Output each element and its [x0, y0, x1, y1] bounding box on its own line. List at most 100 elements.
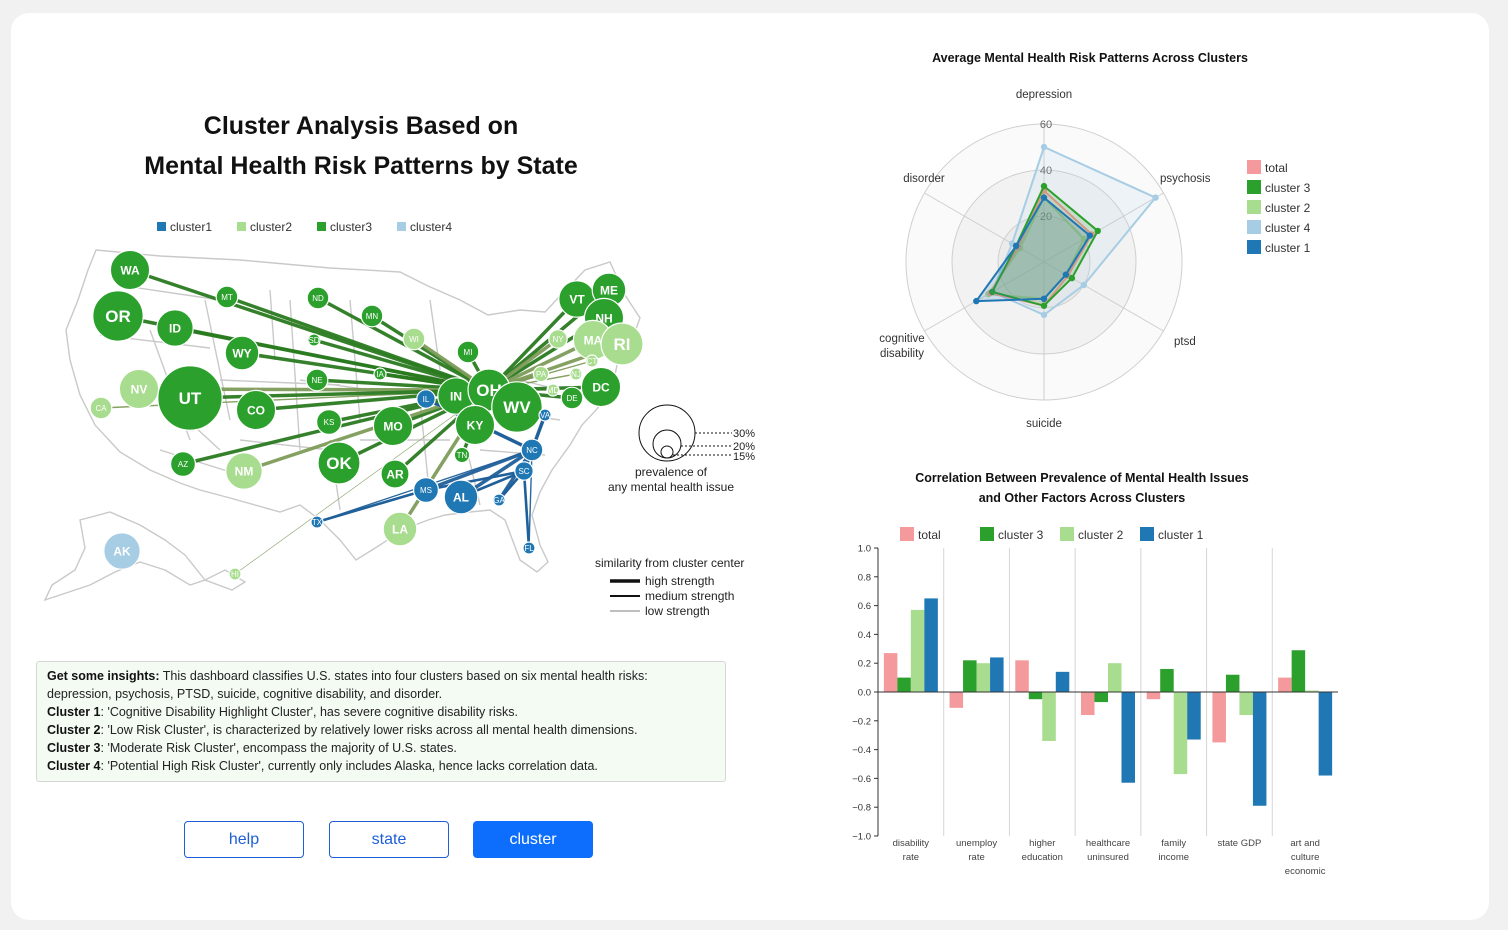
insights-panel: Get some insights: This dashboard classi… — [36, 661, 726, 782]
state-node-de[interactable]: DE — [560, 386, 584, 410]
state-circle — [109, 249, 151, 291]
bar-cluster3-0 — [897, 677, 911, 692]
bar-ytick-1: 0.8 — [858, 572, 871, 583]
state-circle — [215, 285, 239, 309]
state-node-sd[interactable]: SD — [307, 333, 321, 347]
state-node-tn[interactable]: TN — [453, 446, 471, 464]
state-label: SC — [518, 467, 529, 476]
state-node-ks[interactable]: KS — [316, 409, 343, 436]
state-button[interactable]: state — [329, 821, 449, 858]
state-node-in[interactable]: IN — [437, 377, 475, 415]
state-node-la[interactable]: LA — [382, 511, 418, 547]
bar-xlabel-1-0: unemploy — [956, 838, 997, 849]
cluster-button[interactable]: cluster — [473, 821, 593, 858]
state-node-mo[interactable]: MO — [372, 405, 414, 447]
state-circle — [548, 329, 568, 349]
state-node-wa[interactable]: WA — [109, 249, 151, 291]
state-node-id[interactable]: ID — [156, 309, 194, 347]
state-node-ct[interactable]: CT — [585, 354, 599, 368]
state-node-ne[interactable]: NE — [305, 368, 329, 392]
state-circle — [454, 404, 496, 446]
radar-legend-label-0: total — [1265, 161, 1288, 175]
bar-total-4 — [1146, 692, 1161, 700]
state-node-ak[interactable]: AK — [103, 532, 141, 570]
state-circle — [546, 383, 560, 397]
state-node-ia[interactable]: IA — [373, 367, 387, 381]
bar-ytick-0: 1.0 — [858, 544, 871, 555]
bar-marks — [883, 598, 1333, 806]
state-node-mi[interactable]: MI — [456, 340, 480, 364]
state-node-nv[interactable]: NV — [118, 368, 160, 410]
state-node-az[interactable]: AZ — [170, 451, 197, 478]
state-node-or[interactable]: OR — [92, 290, 144, 342]
state-circle — [225, 452, 263, 490]
state-label: UT — [179, 389, 202, 408]
state-node-va[interactable]: VA — [538, 408, 552, 422]
bar-ytick-4: 0.2 — [858, 659, 871, 670]
state-label: DE — [566, 394, 577, 403]
state-node-mt[interactable]: MT — [215, 285, 239, 309]
state-circle — [305, 368, 329, 392]
radar-point-cluster1-1 — [1086, 232, 1094, 239]
state-node-al[interactable]: AL — [443, 479, 479, 515]
state-node-nj[interactable]: NJ — [569, 367, 583, 381]
radar-legend-label-2: cluster 2 — [1265, 201, 1311, 215]
state-label: MI — [464, 348, 473, 357]
state-node-ut[interactable]: UT — [157, 365, 223, 431]
state-node-mn[interactable]: MN — [360, 304, 384, 328]
state-circle — [491, 381, 543, 433]
link-id — [174, 326, 490, 392]
help-button[interactable]: help — [184, 821, 304, 858]
state-node-fl[interactable]: FL — [522, 541, 536, 555]
state-node-ga[interactable]: GA — [492, 493, 506, 507]
state-label: WV — [503, 398, 531, 417]
state-node-sc[interactable]: SC — [514, 461, 534, 481]
state-node-il[interactable]: IL — [416, 389, 436, 409]
state-node-wi[interactable]: WI — [402, 327, 426, 351]
insights-intro-text: This dashboard classifies U.S. states in… — [47, 669, 648, 701]
state-node-nc[interactable]: NC — [520, 438, 544, 462]
bar-cluster2-2 — [1042, 692, 1056, 741]
state-node-nd[interactable]: ND — [306, 286, 330, 310]
bar-xlabel-3-1: uninsured — [1087, 852, 1129, 863]
size-legend-20: 20% — [733, 441, 755, 453]
map-legend-label-2: cluster2 — [250, 220, 292, 234]
state-label: AZ — [178, 460, 188, 469]
state-node-wy[interactable]: WY — [224, 335, 260, 371]
bar-ytick-7: −0.4 — [852, 745, 871, 756]
state-node-ok[interactable]: OK — [317, 441, 361, 485]
state-node-ms[interactable]: MS — [413, 477, 440, 504]
state-node-co[interactable]: CO — [235, 389, 277, 431]
state-node-hi[interactable]: HI — [228, 567, 242, 581]
state-node-wv[interactable]: WV — [491, 381, 543, 433]
state-node-tx[interactable]: TX — [310, 515, 324, 529]
state-node-ky[interactable]: KY — [454, 404, 496, 446]
bar-cluster1-4 — [1187, 692, 1201, 740]
state-label: WI — [409, 335, 419, 344]
state-node-dc[interactable]: DC — [580, 366, 622, 408]
state-node-ca[interactable]: CA — [89, 396, 113, 420]
state-circle — [360, 304, 384, 328]
state-circle — [538, 408, 552, 422]
bar-ytick-6: −0.2 — [852, 716, 871, 727]
state-node-pa[interactable]: PA — [532, 365, 550, 383]
strength-legend-low: low strength — [645, 604, 710, 618]
bar-cluster2-5 — [1239, 692, 1253, 716]
state-node-ny[interactable]: NY — [548, 329, 568, 349]
state-circle — [235, 389, 277, 431]
state-circle — [416, 389, 436, 409]
state-node-nm[interactable]: NM — [225, 452, 263, 490]
bar-cluster1-1 — [990, 657, 1004, 692]
radar-legend-swatch-3 — [1247, 220, 1261, 234]
radar-legend: total cluster 3 cluster 2 cluster 4 cluster … — [1247, 160, 1311, 255]
link-tx-ms — [316, 488, 427, 524]
state-node-md[interactable]: MD — [546, 383, 560, 397]
state-node-ri[interactable]: RI — [600, 322, 644, 366]
radar-legend-swatch-0 — [1247, 160, 1261, 174]
state-label: IA — [376, 370, 384, 379]
state-label: TN — [457, 451, 468, 460]
bar-legend: total cluster 3 cluster 2 cluster 1 — [900, 527, 1204, 542]
bar-xlabel-0-1: rate — [903, 852, 919, 863]
state-node-vt[interactable]: VT — [558, 280, 596, 318]
state-node-ar[interactable]: AR — [380, 459, 410, 489]
